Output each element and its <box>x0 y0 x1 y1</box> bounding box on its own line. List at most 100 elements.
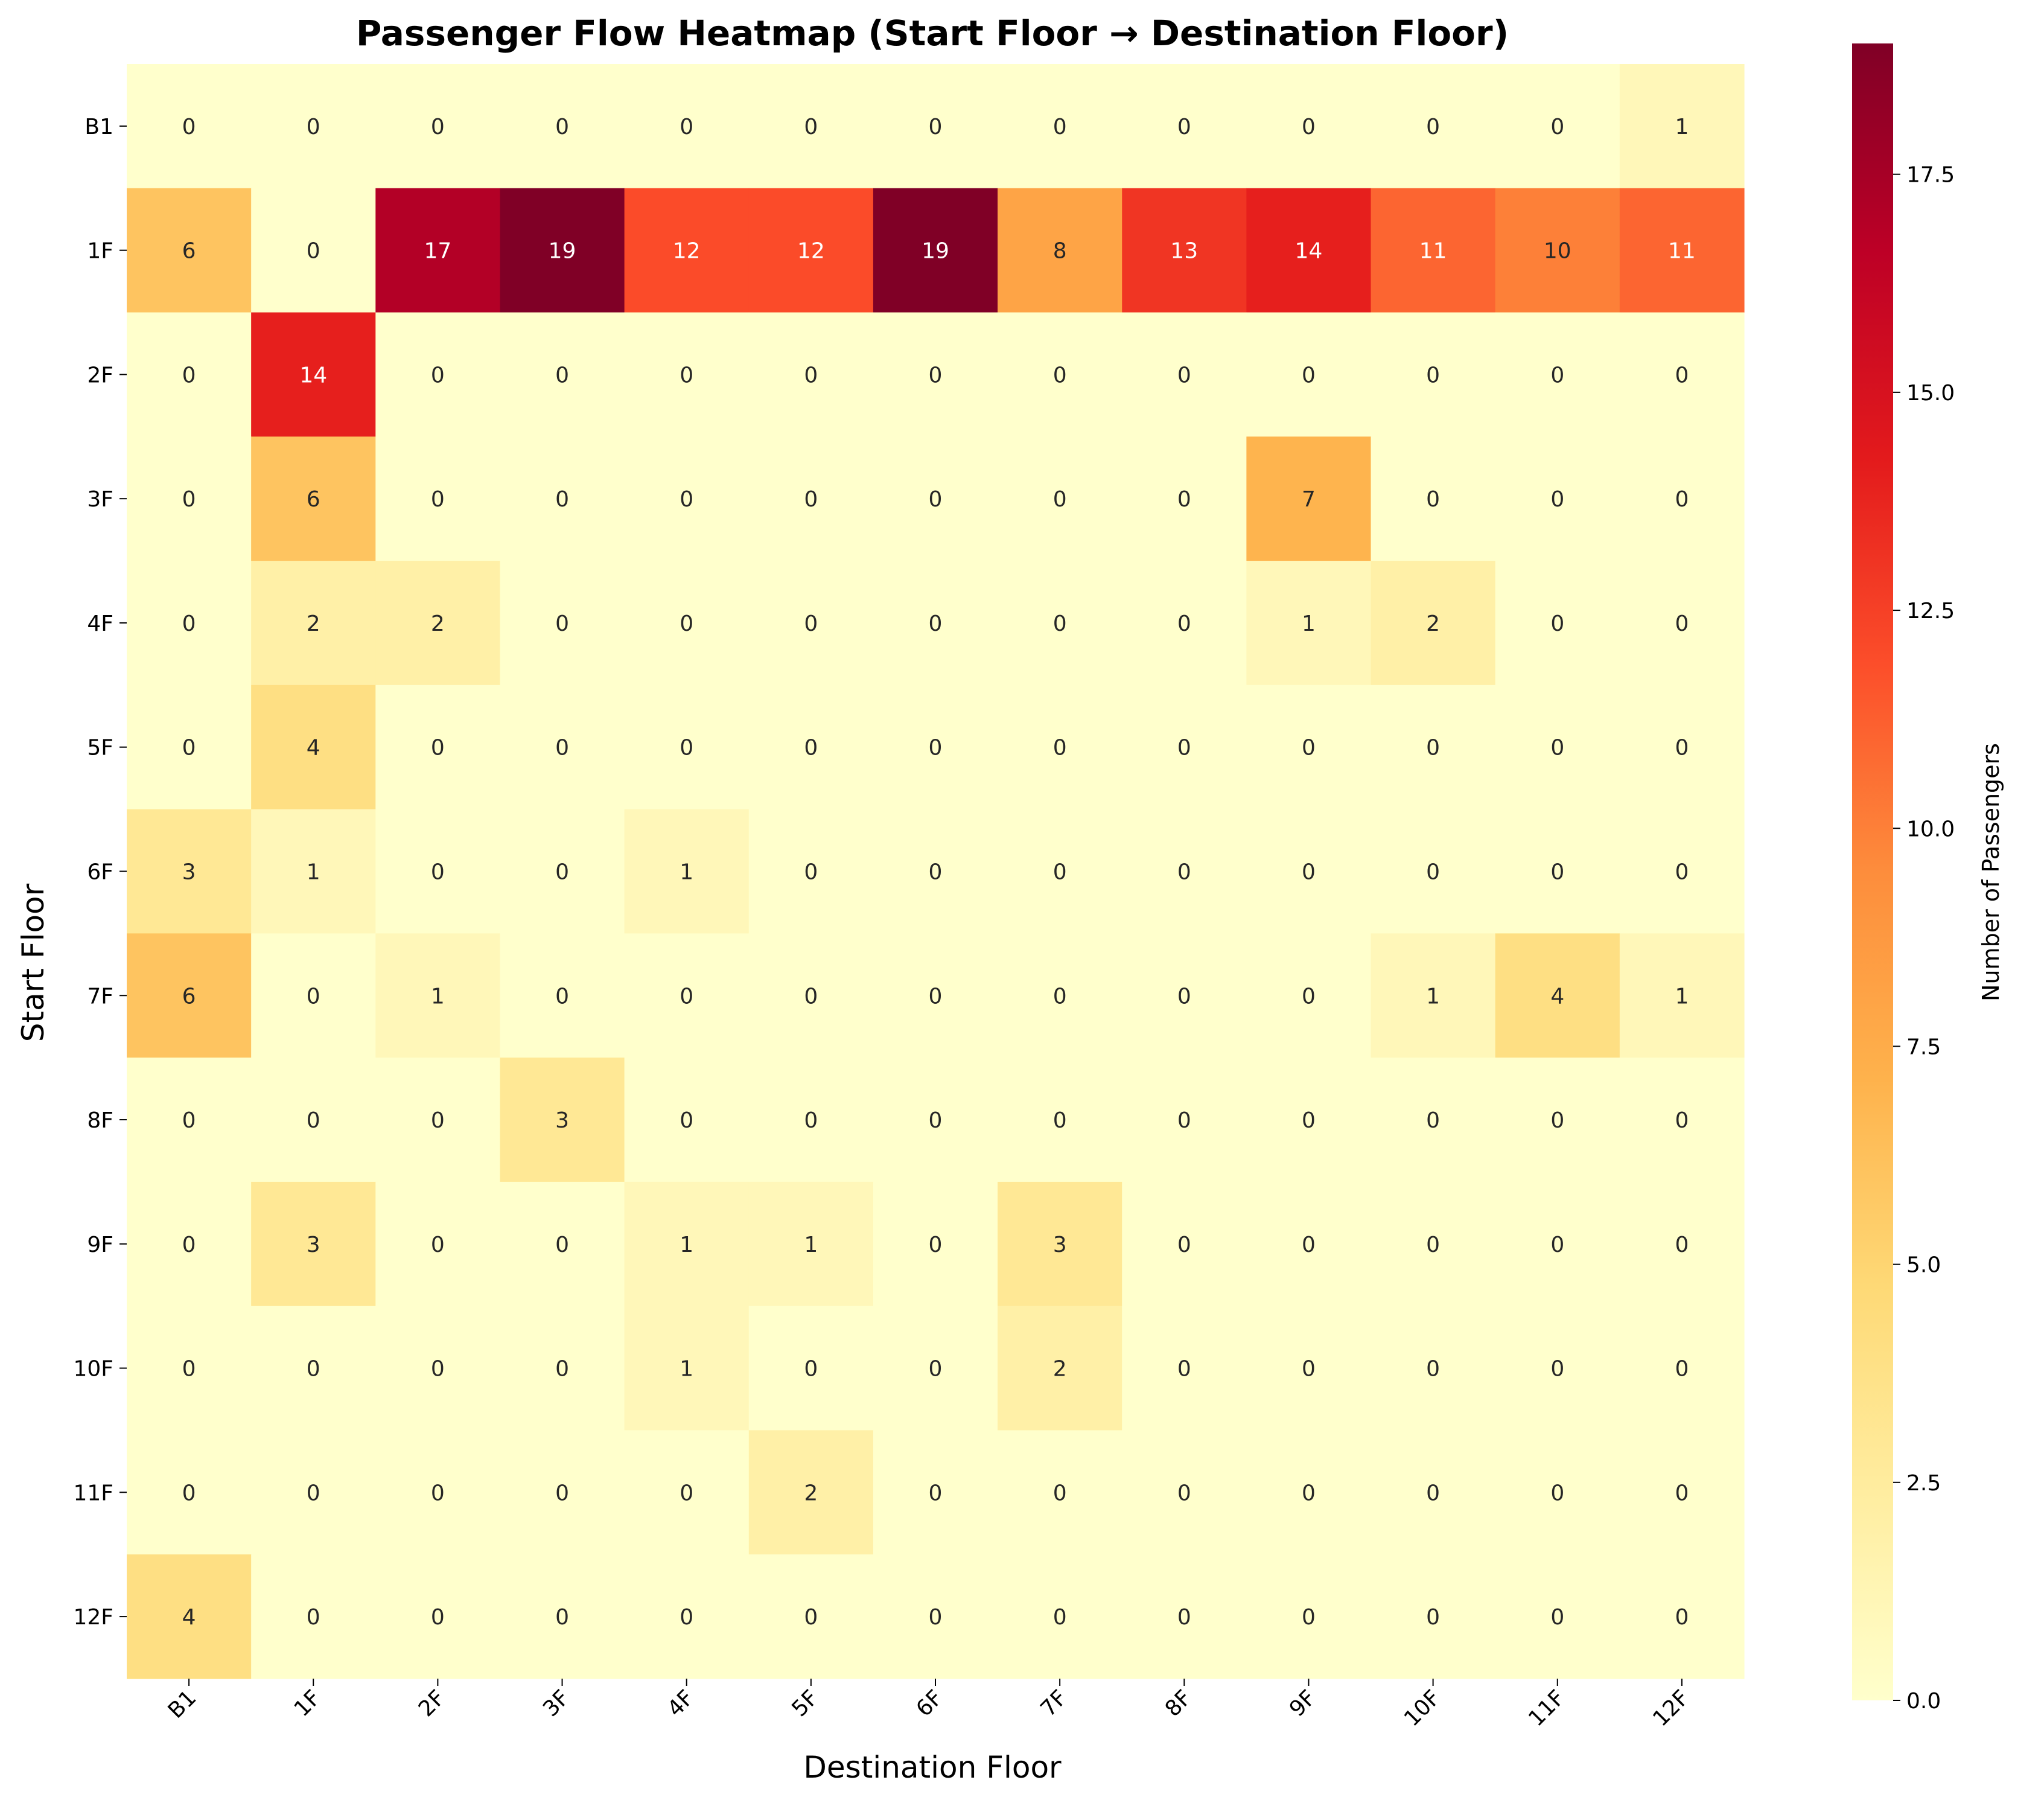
cell-value-label: 0 <box>555 1605 569 1630</box>
heatmap-cell-11F-5F <box>748 1430 874 1555</box>
heatmap-cell-10F-5F <box>748 1306 874 1431</box>
heatmap-cell-8F-9F <box>1246 1058 1372 1182</box>
cell-value-label: 0 <box>431 1108 445 1133</box>
cell-value-label: 1 <box>431 984 445 1009</box>
x-tick-label: 8F <box>1160 1685 1197 1721</box>
cell-value-label: 19 <box>922 239 949 264</box>
heatmap-cell-5F-3F <box>500 684 625 810</box>
cell-value-label: 2 <box>804 1481 818 1505</box>
heatmap-cell-5F-5F <box>748 684 874 810</box>
cell-value-label: 0 <box>1177 115 1191 139</box>
x-tick-label: B1 <box>164 1685 202 1723</box>
heatmap-cell-8F-10F <box>1371 1058 1496 1182</box>
cell-value-label: 0 <box>1550 1357 1564 1382</box>
heatmap-cell-1F-5F <box>748 188 874 313</box>
cell-value-label: 2 <box>1053 1357 1067 1382</box>
y-tick-label: 4F <box>87 611 113 636</box>
heatmap-cell-7F-9F <box>1246 933 1372 1058</box>
y-tick-label: 11F <box>73 1481 113 1505</box>
colorbar <box>1852 43 1893 1700</box>
heatmap-cell-B1-7F <box>998 64 1122 189</box>
heatmap-cell-2F-11F <box>1495 312 1620 437</box>
cell-value-label: 0 <box>929 984 943 1009</box>
cell-value-label: 0 <box>804 363 818 388</box>
cell-value-label: 0 <box>1053 611 1067 636</box>
cell-value-label: 1 <box>307 860 320 885</box>
cell-value-label: 0 <box>1675 860 1689 885</box>
cell-value-label: 0 <box>1675 363 1689 388</box>
heatmap-cell-6F-B1 <box>127 809 252 934</box>
cell-value-label: 0 <box>1302 1357 1316 1382</box>
cell-value-label: 0 <box>1675 1233 1689 1257</box>
cell-value-label: 0 <box>929 363 943 388</box>
heatmap-cell-8F-7F <box>998 1058 1122 1182</box>
heatmap-cell-10F-7F <box>998 1306 1122 1431</box>
heatmap-cell-5F-9F <box>1246 684 1372 810</box>
heatmap-cell-6F-5F <box>748 809 874 934</box>
cell-value-label: 0 <box>680 363 693 388</box>
cell-value-label: 0 <box>804 611 818 636</box>
heatmap-cell-B1-12F <box>1619 64 1745 189</box>
heatmap-cell-5F-12F <box>1619 684 1745 810</box>
cell-value-label: 11 <box>1419 239 1447 264</box>
heatmap-cell-11F-10F <box>1371 1430 1496 1555</box>
cell-value-label: 0 <box>307 984 320 1009</box>
cell-value-label: 0 <box>680 1481 693 1505</box>
cell-value-label: 0 <box>182 611 196 636</box>
cell-value-label: 0 <box>929 1108 943 1133</box>
heatmap-cell-7F-7F <box>998 933 1122 1058</box>
cell-value-label: 0 <box>1177 984 1191 1009</box>
cell-value-label: 0 <box>680 611 693 636</box>
cell-value-label: 1 <box>1675 984 1689 1009</box>
cell-value-label: 0 <box>929 1605 943 1630</box>
cell-value-label: 0 <box>804 860 818 885</box>
heatmap-cell-9F-9F <box>1246 1181 1372 1307</box>
cell-value-label: 0 <box>680 1108 693 1133</box>
cell-value-label: 0 <box>1053 1605 1067 1630</box>
cell-value-label: 0 <box>929 736 943 761</box>
cell-value-label: 0 <box>804 115 818 139</box>
cell-value-label: 0 <box>1550 1108 1564 1133</box>
cell-value-label: 0 <box>1426 487 1440 512</box>
y-tick-label: 12F <box>73 1605 113 1630</box>
heatmap-cell-5F-11F <box>1495 684 1620 810</box>
cell-value-label: 0 <box>1302 363 1316 388</box>
heatmap-cell-11F-7F <box>998 1430 1122 1555</box>
x-tick-label: 3F <box>538 1685 575 1721</box>
heatmap-cell-7F-5F <box>748 933 874 1058</box>
heatmap-cell-3F-8F <box>1122 436 1247 561</box>
heatmap-cell-5F-B1 <box>127 684 252 810</box>
heatmap-cell-12F-5F <box>748 1554 874 1679</box>
cell-value-label: 0 <box>1177 487 1191 512</box>
heatmap-cell-8F-8F <box>1122 1058 1247 1182</box>
x-tick-label: 6F <box>912 1685 948 1721</box>
cell-value-label: 0 <box>1177 1233 1191 1257</box>
y-tick-label: 5F <box>87 736 113 761</box>
cell-value-label: 3 <box>1053 1233 1067 1257</box>
cell-value-label: 0 <box>555 115 569 139</box>
cell-value-label: 0 <box>1053 487 1067 512</box>
heatmap-cell-10F-8F <box>1122 1306 1247 1431</box>
heatmap-cell-3F-11F <box>1495 436 1620 561</box>
cell-value-label: 0 <box>929 487 943 512</box>
heatmap-cell-9F-6F <box>873 1181 998 1307</box>
heatmap-cell-12F-9F <box>1246 1554 1372 1679</box>
heatmap-cell-6F-12F <box>1619 809 1745 934</box>
cell-value-label: 0 <box>1675 611 1689 636</box>
heatmap-cell-7F-12F <box>1619 933 1745 1058</box>
heatmap-cell-4F-4F <box>624 561 750 686</box>
cell-value-label: 0 <box>804 487 818 512</box>
heatmap-cell-9F-2F <box>375 1181 501 1307</box>
heatmap-cell-B1-10F <box>1371 64 1496 189</box>
cell-value-label: 0 <box>1426 1605 1440 1630</box>
heatmap-cell-4F-6F <box>873 561 998 686</box>
heatmap-cell-1F-8F <box>1122 188 1247 313</box>
cell-value-label: 14 <box>1295 239 1323 264</box>
heatmap-cell-1F-7F <box>998 188 1122 313</box>
cell-value-label: 0 <box>1302 1108 1316 1133</box>
cell-value-label: 0 <box>555 1357 569 1382</box>
cell-value-label: 0 <box>555 984 569 1009</box>
heatmap-cell-7F-1F <box>251 933 376 1058</box>
heatmap-cell-2F-10F <box>1371 312 1496 437</box>
y-tick-label: 6F <box>87 860 113 885</box>
